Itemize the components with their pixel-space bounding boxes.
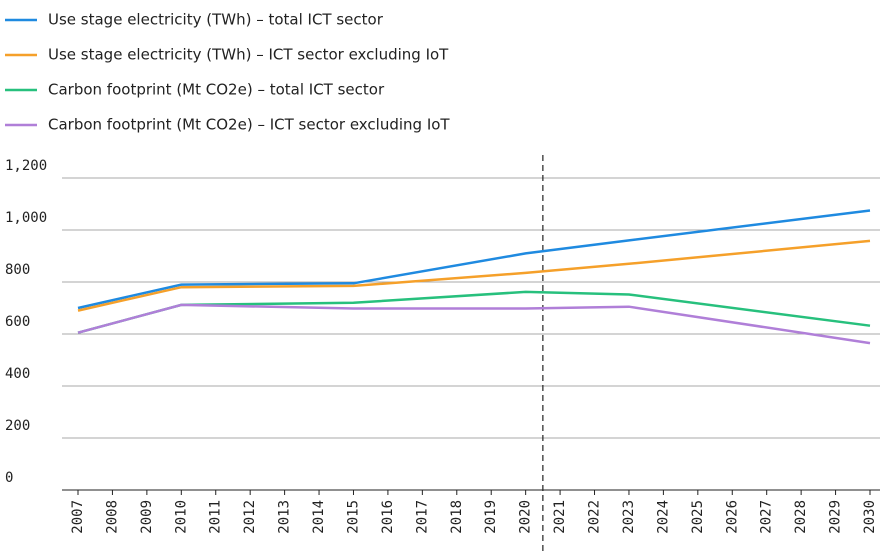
x-tick-label: 2018 [449, 500, 465, 534]
series-line [77, 209, 871, 310]
series-line [77, 303, 871, 345]
x-tick-label: 2029 [828, 500, 844, 534]
x-tick-label: 2019 [483, 500, 499, 534]
x-tick-label: 2025 [690, 500, 706, 534]
x-tick-label: 2021 [552, 500, 568, 534]
x-tick-label: 2028 [793, 500, 809, 534]
x-tick-label: 2010 [173, 500, 189, 534]
y-tick-label: 1,200 [5, 158, 47, 174]
legend-label: Carbon footprint (Mt CO2e) – total ICT s… [48, 81, 385, 99]
x-tick-label: 2009 [139, 500, 155, 534]
x-tick-label: 2011 [208, 500, 224, 534]
y-tick-label: 400 [5, 366, 30, 382]
legend-label: Use stage electricity (TWh) – ICT sector… [48, 46, 449, 64]
x-tick-label: 2030 [862, 500, 878, 534]
x-tick-label: 2014 [311, 500, 327, 534]
x-tick-label: 2023 [621, 500, 637, 534]
y-tick-label: 1,000 [5, 210, 47, 226]
x-tick-label: 2022 [587, 500, 603, 534]
y-tick-label: 0 [5, 470, 13, 486]
series-line [77, 290, 871, 334]
y-tick-label: 200 [5, 418, 30, 434]
y-tick-label: 800 [5, 262, 30, 278]
x-tick-label: 2015 [345, 500, 361, 534]
x-tick-label: 2008 [104, 500, 120, 534]
legend-label: Carbon footprint (Mt CO2e) – ICT sector … [48, 116, 450, 134]
series-line [77, 239, 871, 312]
x-tick-label: 2013 [277, 500, 293, 534]
x-tick-label: 2012 [242, 500, 258, 534]
x-tick-label: 2026 [724, 500, 740, 534]
x-tick-label: 2007 [70, 500, 86, 534]
y-tick-label: 600 [5, 314, 30, 330]
x-tick-label: 2016 [380, 500, 396, 534]
x-tick-label: 2027 [759, 500, 775, 534]
legend-label: Use stage electricity (TWh) – total ICT … [48, 11, 384, 29]
x-tick-label: 2017 [414, 500, 430, 534]
x-tick-label: 2020 [518, 500, 534, 534]
x-tick-label: 2024 [655, 500, 671, 534]
